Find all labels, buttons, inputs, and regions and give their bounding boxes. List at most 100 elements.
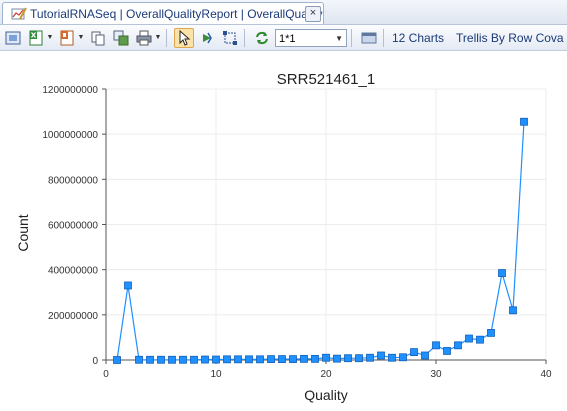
data-point[interactable] [333,354,341,363]
fit-button[interactable] [3,28,23,48]
data-point[interactable] [410,348,418,356]
chart-toolbar: ▼ ▼ ▼ [0,25,567,51]
data-point[interactable] [476,335,484,344]
y-tick-labels: 0 200000000 400000000 600000000 800000000 100… [42,85,98,367]
x-tick-label: 10 [210,369,222,380]
document-tab[interactable]: TutorialRNASeq | OverallQualityReport | … [2,2,324,24]
x-tick-labels: 0 10 20 30 40 [103,369,552,380]
data-point[interactable] [190,355,198,364]
y-tick-label: 600000000 [48,221,98,232]
data-point[interactable] [212,355,220,364]
data-point[interactable] [234,355,242,364]
data-point[interactable] [366,353,374,362]
data-point[interactable] [487,328,495,337]
toolbar-separator [351,28,352,47]
data-point[interactable] [124,281,132,290]
pointer-tool-button[interactable] [174,27,194,48]
excel-dropdown[interactable]: ▼ [46,28,54,48]
y-tick-label: 200000000 [48,311,98,322]
data-point[interactable] [289,355,297,363]
data-point[interactable] [421,351,429,360]
data-point[interactable] [223,355,231,364]
y-tick-label: 0 [92,356,98,367]
chart-axes [102,88,547,364]
series-line [116,121,525,361]
copy-image-icon [113,30,129,45]
toolbar-separator [244,28,245,47]
data-point[interactable] [146,355,154,364]
export-button[interactable] [57,28,77,48]
data-point[interactable] [388,353,396,362]
data-point[interactable] [509,306,517,315]
data-point[interactable] [113,356,121,364]
fit-icon [5,31,21,44]
copy-button[interactable] [88,28,108,48]
y-tick-label: 1000000000 [42,130,98,141]
y-tick-label: 800000000 [48,175,98,186]
chevron-down-icon: ▼ [154,34,162,41]
data-point[interactable] [311,354,319,363]
close-icon: × [309,7,317,19]
trellis-button[interactable]: Trellis By Row Cova [456,30,564,45]
data-point[interactable] [465,334,473,343]
data-point[interactable] [355,354,363,363]
layout-button[interactable] [359,28,379,48]
print-icon [136,30,152,45]
layout-combo[interactable]: 1*1 ▼ [275,28,347,47]
x-tick-label: 20 [320,369,332,380]
data-point[interactable] [168,355,176,364]
data-point[interactable] [179,355,187,364]
data-point[interactable] [300,354,308,363]
export-excel-button[interactable] [26,28,46,48]
copy-icon [91,31,105,45]
x-tick-label: 40 [540,369,552,380]
data-point[interactable] [322,353,330,362]
tab-title: TutorialRNASeq | OverallQualityReport | … [30,6,323,21]
layout-combo-value: 1*1 [279,32,296,45]
chevron-down-icon: ▼ [335,33,343,43]
close-tab-button[interactable]: × [305,6,321,22]
y-tick-label: 1200000000 [42,85,98,96]
chart-report-icon [11,7,27,19]
export-icon [60,30,74,45]
data-point[interactable] [498,269,506,277]
data-point[interactable] [256,355,264,364]
x-axis-label: Quality [304,387,348,403]
copy-image-button[interactable] [111,28,131,48]
select-region-button[interactable] [220,28,240,48]
charts-count-button[interactable]: 12 Charts [392,30,445,45]
chart-title: SRR521461_1 [277,71,375,88]
chevron-down-icon: ▼ [77,34,85,41]
data-point[interactable] [135,355,143,364]
layout-icon [361,32,377,43]
excel-icon [29,30,43,45]
x-tick-label: 0 [103,369,109,380]
data-point[interactable] [377,351,385,360]
data-point[interactable] [201,355,209,364]
toolbar-separator [383,28,384,47]
data-point[interactable] [344,354,352,363]
data-point[interactable] [399,353,407,362]
data-point[interactable] [278,355,286,363]
export-dropdown[interactable]: ▼ [77,28,85,48]
document-tab-strip: TutorialRNASeq | OverallQualityReport | … [0,0,567,25]
data-point[interactable] [454,341,462,350]
chart-grid [105,88,547,361]
data-point[interactable] [245,355,253,364]
data-point[interactable] [157,355,165,364]
data-point[interactable] [432,341,440,350]
pointer-icon [179,29,191,46]
data-point[interactable] [443,347,451,355]
pan-icon [203,32,212,43]
refresh-button[interactable] [252,28,272,48]
chart-series [113,117,528,364]
data-point[interactable] [520,117,528,126]
quality-line-chart[interactable]: 0200000000400000000600000000800000000100… [0,51,567,406]
refresh-icon [256,31,268,44]
print-dropdown[interactable]: ▼ [154,28,162,48]
data-point[interactable] [267,355,275,363]
print-button[interactable] [134,28,154,48]
pan-tool-button[interactable] [197,28,217,48]
toolbar-separator [166,28,167,47]
x-tick-label: 30 [430,369,442,380]
